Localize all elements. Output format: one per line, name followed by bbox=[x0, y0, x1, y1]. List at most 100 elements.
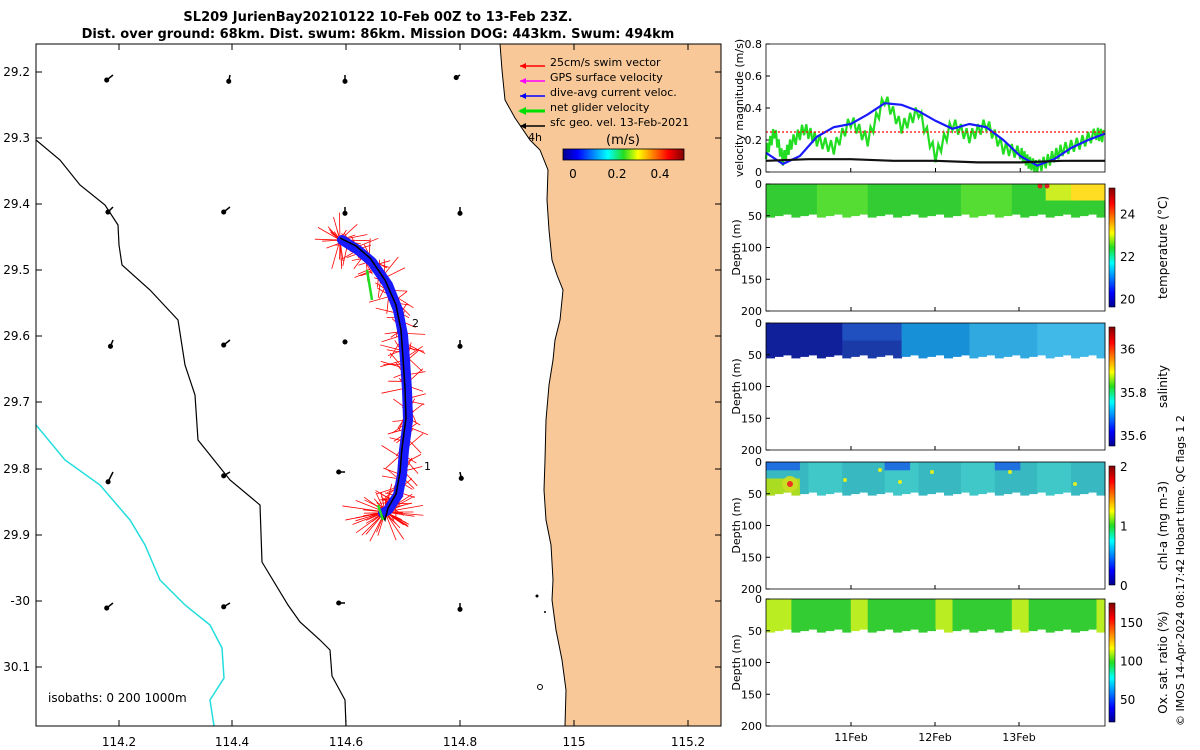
section-cell bbox=[1011, 478, 1021, 488]
section-cell bbox=[918, 184, 928, 193]
section-colorbar-label: salinity bbox=[1156, 365, 1170, 408]
map-title-line2: Dist. over ground: 68km. Dist. swum: 86k… bbox=[82, 27, 675, 42]
geo-arrow-head bbox=[342, 210, 348, 216]
section-cell bbox=[952, 340, 962, 350]
section-cell bbox=[1037, 623, 1047, 630]
section-cell bbox=[910, 607, 920, 617]
swim-vector bbox=[338, 212, 341, 241]
section-colorbar-tick: 100 bbox=[1120, 655, 1143, 669]
section-cell bbox=[994, 486, 1004, 496]
section-cell bbox=[1096, 486, 1106, 496]
section-cell bbox=[876, 323, 886, 333]
section-cell bbox=[918, 208, 928, 218]
section-cell bbox=[1054, 200, 1064, 210]
legend-arrow-icon bbox=[518, 107, 526, 115]
section-cell bbox=[893, 607, 903, 617]
section-cell bbox=[927, 208, 936, 217]
section-cell bbox=[960, 323, 970, 333]
section-cell bbox=[1054, 208, 1064, 217]
section-cell bbox=[876, 462, 886, 471]
section-ytick-label: 150 bbox=[741, 551, 762, 564]
section-cell bbox=[927, 470, 936, 480]
section-cell bbox=[850, 323, 860, 333]
section-cell bbox=[1028, 208, 1038, 217]
section-cell bbox=[910, 323, 920, 333]
section-cell bbox=[791, 462, 801, 471]
section-cell bbox=[1096, 470, 1106, 480]
section-cell bbox=[1054, 470, 1064, 480]
section-cell bbox=[977, 184, 987, 193]
section-cell bbox=[969, 349, 979, 359]
section-cell bbox=[833, 340, 843, 350]
section-cell bbox=[867, 462, 877, 471]
section-cell bbox=[1096, 192, 1106, 202]
section-cell bbox=[833, 599, 843, 608]
section-ytick-label: 50 bbox=[748, 210, 762, 223]
section-cell bbox=[927, 486, 936, 495]
section-cell bbox=[867, 340, 877, 350]
section-cell bbox=[969, 208, 979, 218]
map-ytick-label: 29.2 bbox=[3, 65, 30, 79]
section-cell bbox=[1071, 615, 1081, 625]
section-colorbar bbox=[1108, 326, 1116, 447]
geo-arrow-head bbox=[336, 469, 342, 475]
section-cell bbox=[994, 323, 1004, 333]
section-colorbar-label: Ox. sat. ratio (%) bbox=[1156, 611, 1170, 713]
section-cell bbox=[859, 192, 869, 202]
net-glider-velocity-marker bbox=[365, 269, 385, 521]
section-cell bbox=[1054, 623, 1064, 632]
section-cell bbox=[876, 208, 886, 217]
section-cell bbox=[969, 462, 979, 471]
section-cell bbox=[910, 462, 920, 471]
section-cell bbox=[816, 623, 826, 633]
section-cell bbox=[901, 331, 911, 341]
section-cell bbox=[774, 349, 784, 357]
section-cell bbox=[977, 323, 987, 333]
section-cell bbox=[825, 331, 835, 341]
legend-arrow-icon bbox=[520, 93, 526, 99]
section-cell bbox=[893, 462, 903, 471]
section-cell bbox=[960, 607, 970, 617]
section-cell bbox=[960, 192, 970, 202]
section-cell bbox=[1088, 462, 1097, 471]
section-cell bbox=[842, 607, 852, 617]
section-cell bbox=[910, 200, 920, 210]
section-cell bbox=[876, 478, 886, 488]
section-cell bbox=[918, 470, 928, 480]
section-cell bbox=[808, 470, 818, 480]
section-cell bbox=[960, 486, 970, 493]
geo-arrow-head bbox=[221, 473, 227, 479]
section-cell bbox=[842, 208, 852, 218]
section-cell bbox=[799, 607, 809, 617]
section-cell bbox=[1003, 200, 1013, 210]
section-cell bbox=[935, 192, 945, 202]
section-cell bbox=[927, 607, 936, 617]
section-cell bbox=[1037, 607, 1047, 617]
section-cell bbox=[901, 340, 911, 350]
section-colorbar bbox=[1108, 465, 1116, 586]
section-colorbar-tick: 22 bbox=[1120, 250, 1135, 264]
section-cell bbox=[1045, 486, 1055, 496]
section-cell bbox=[901, 470, 911, 480]
section-ytick-label: 150 bbox=[741, 412, 762, 425]
section-cell bbox=[1003, 478, 1013, 488]
section-cell bbox=[1088, 607, 1097, 617]
section-cell bbox=[1096, 478, 1106, 488]
section-cell bbox=[969, 323, 979, 333]
section-cell bbox=[1045, 340, 1055, 350]
geo-arrow-head bbox=[457, 210, 463, 216]
track-label-day1: 1 bbox=[424, 460, 431, 473]
section-cell bbox=[893, 599, 903, 608]
section-cell bbox=[986, 623, 996, 630]
section-point bbox=[843, 478, 847, 482]
section-cell bbox=[766, 323, 775, 333]
section-cell bbox=[1096, 200, 1106, 210]
section-cell bbox=[944, 323, 953, 333]
section-cell bbox=[842, 599, 852, 608]
section-cell bbox=[842, 478, 852, 488]
section-cell bbox=[893, 349, 903, 359]
section-cell bbox=[808, 607, 818, 617]
section-cell bbox=[816, 200, 826, 210]
section-cell bbox=[969, 478, 979, 488]
section-cell bbox=[816, 323, 826, 333]
